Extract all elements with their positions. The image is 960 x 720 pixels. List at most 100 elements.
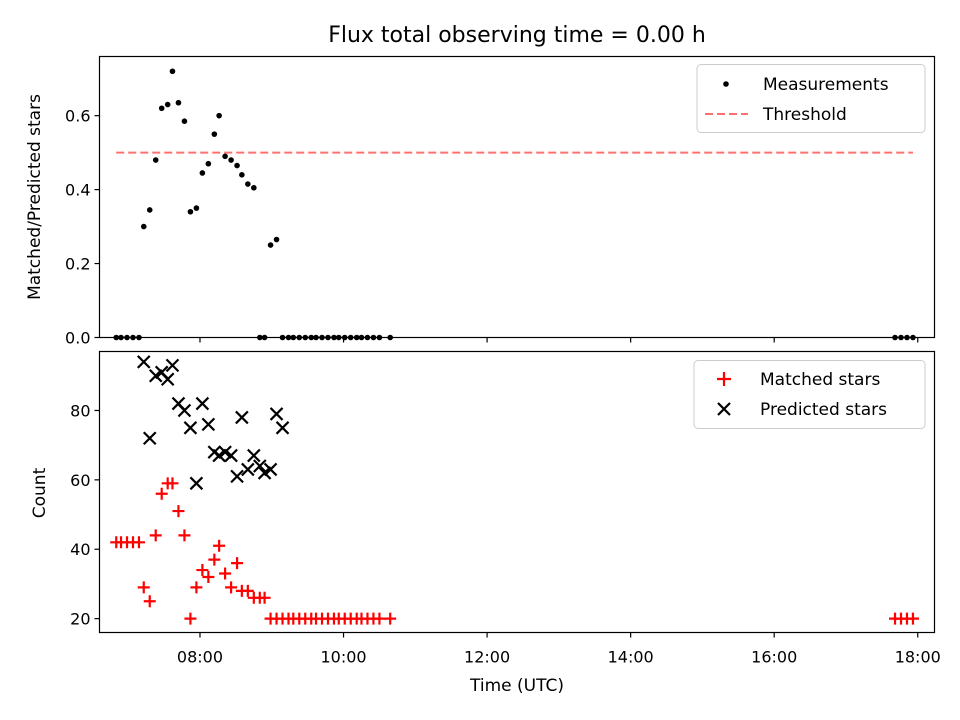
top-axes-frame — [98, 55, 936, 339]
matched-star-point — [137, 581, 150, 594]
measurement-point — [140, 223, 147, 230]
x-tick-label: 18:00 — [895, 648, 941, 667]
measurement-point — [181, 118, 188, 125]
matched-star-point — [166, 477, 179, 490]
y-tick-label: 20 — [70, 610, 90, 629]
predicted-star-point — [275, 421, 290, 435]
matched-star-point — [178, 529, 191, 542]
matched-star-point — [155, 487, 168, 500]
bottom-x-ticks: 08:00 10:00 12:00 14:00 16:00 18:00 — [177, 632, 941, 667]
bottom-y-axis-label: Count — [30, 467, 50, 518]
predicted-star-point — [160, 372, 175, 387]
measurement-point — [158, 105, 165, 112]
measurement-point — [234, 162, 240, 169]
predicted-star-point — [142, 431, 157, 446]
predicted-star-point — [195, 396, 210, 411]
matched-star-point — [149, 529, 162, 542]
top-y-ticks: 0.0 0.2 0.4 0.6 — [65, 107, 100, 348]
top-legend-box — [696, 64, 926, 133]
x-tick-label: 16:00 — [751, 648, 797, 667]
predicted-star-point — [201, 417, 216, 432]
predicted-star-point — [183, 421, 198, 435]
measurement-point — [193, 205, 200, 211]
matched-star-point — [213, 539, 226, 552]
measurement-point — [146, 207, 153, 213]
predicted-star-point — [230, 469, 244, 484]
measurement-point — [199, 170, 206, 176]
y-tick-label: 0.6 — [65, 107, 90, 126]
legend-matched-label: Matched stars — [760, 370, 880, 390]
y-tick-label: 40 — [70, 540, 90, 559]
legend-measurements-marker — [723, 81, 729, 87]
measurement-point — [267, 242, 274, 248]
predicted-star-point — [165, 358, 180, 373]
bottom-axes-frame — [98, 350, 936, 634]
y-tick-label: 0.0 — [65, 329, 90, 348]
top-legend: Measurements Threshold — [696, 64, 926, 133]
measurement-point — [251, 184, 257, 191]
matched-star-point — [258, 591, 271, 604]
x-tick-label: 14:00 — [608, 648, 654, 667]
measurement-point — [245, 181, 251, 187]
matched-star-point — [190, 581, 203, 594]
matched-star-point — [196, 564, 209, 577]
measurement-point — [239, 172, 245, 178]
chart-title: Flux total observing time = 0.00 h — [328, 23, 706, 48]
top-plot-marks — [113, 68, 916, 341]
legend-predicted-label: Predicted stars — [760, 400, 887, 420]
bottom-plot-marks — [110, 355, 919, 625]
top-x-ticks — [199, 337, 919, 343]
predicted-star-point — [224, 448, 238, 463]
x-tick-label: 08:00 — [177, 648, 223, 667]
legend-matched-marker — [717, 372, 731, 386]
matched-star-point — [231, 557, 244, 570]
predicted-star-point — [247, 448, 261, 463]
top-axes: 0.0 0.2 0.4 0.6 Matched/Predicted stars — [25, 55, 936, 348]
matched-star-point — [143, 595, 156, 608]
matched-star-point — [384, 612, 397, 625]
predicted-star-point — [177, 403, 192, 418]
matched-star-point — [906, 612, 919, 625]
predicted-star-point — [235, 410, 249, 425]
measurement-point — [164, 101, 171, 108]
matched-star-point — [208, 553, 221, 566]
x-tick-label: 12:00 — [464, 648, 510, 667]
y-tick-label: 0.2 — [65, 255, 90, 274]
measurement-point — [211, 131, 218, 137]
x-tick-label: 10:00 — [320, 648, 366, 667]
measurement-point — [152, 157, 159, 163]
matched-star-point — [172, 505, 185, 518]
predicted-star-point — [136, 355, 151, 369]
legend-predicted-marker — [717, 402, 731, 416]
bottom-y-ticks: 20 40 60 80 — [70, 401, 100, 629]
measurement-point — [175, 99, 182, 106]
measurement-point — [187, 208, 194, 215]
matched-star-point — [184, 612, 197, 625]
matched-star-point — [225, 581, 238, 594]
matched-star-point — [241, 584, 254, 597]
top-y-axis-label: Matched/Predicted stars — [25, 94, 45, 300]
bottom-legend: Matched stars Predicted stars — [693, 360, 926, 429]
measurement-point — [273, 236, 280, 243]
bottom-legend-box — [693, 360, 926, 429]
measurement-point — [222, 153, 228, 160]
predicted-star-point — [241, 462, 255, 477]
measurement-point — [169, 68, 176, 75]
measurement-point — [228, 157, 234, 163]
measurement-point — [205, 160, 212, 167]
legend-measurements-label: Measurements — [763, 75, 889, 95]
y-tick-label: 0.4 — [65, 181, 90, 200]
x-axis-label: Time (UTC) — [469, 676, 564, 696]
y-tick-label: 60 — [70, 471, 90, 490]
predicted-star-point — [253, 459, 267, 473]
matched-star-point — [132, 536, 145, 549]
matched-star-point — [202, 570, 215, 583]
matched-star-point — [373, 612, 386, 625]
matched-star-point — [219, 567, 232, 580]
legend-threshold-label: Threshold — [762, 105, 847, 125]
y-tick-label: 80 — [70, 401, 90, 420]
measurement-point — [216, 112, 222, 119]
predicted-star-point — [263, 462, 278, 477]
